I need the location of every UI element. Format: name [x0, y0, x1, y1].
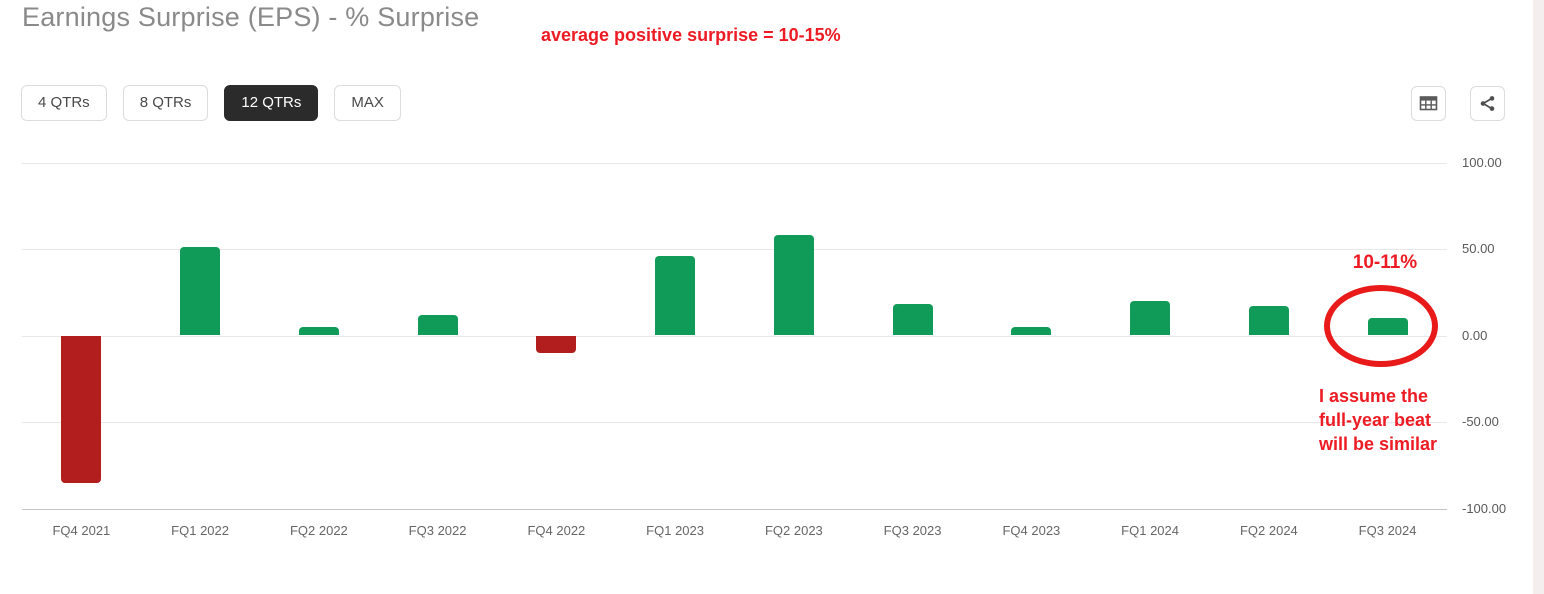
bar-fq1-2023[interactable] [655, 255, 696, 336]
x-label-fq1-2023: FQ1 2023 [646, 523, 704, 538]
x-label-fq1-2024: FQ1 2024 [1121, 523, 1179, 538]
gridline-100 [22, 162, 1447, 164]
x-label-fq2-2023: FQ2 2023 [764, 523, 823, 538]
y-tick-label: -100.00 [1462, 500, 1507, 516]
share-icon [1479, 95, 1496, 112]
bar-fq3-2022[interactable] [417, 314, 458, 336]
bar-fq2-2024[interactable] [1248, 306, 1289, 336]
x-label-fq2-2024: FQ2 2024 [1239, 523, 1298, 538]
range-button-max[interactable]: MAX [334, 85, 401, 121]
bar-fq3-2023[interactable] [892, 304, 933, 336]
share-button[interactable] [1470, 85, 1505, 121]
annotation-circle [1324, 285, 1438, 367]
x-label-fq3-2022: FQ3 2022 [408, 523, 467, 538]
x-label-fq4-2021: FQ4 2021 [52, 523, 111, 538]
page-title: Earnings Surprise (EPS) - % Surprise [22, 2, 480, 32]
chart-toolbar: 4 QTRs 8 QTRs 12 QTRs MAX [21, 85, 1505, 121]
x-label-fq3-2023: FQ3 2023 [883, 523, 942, 538]
gridline-50 [22, 249, 1447, 250]
annotation-last-bar-value: 10-11% [1352, 252, 1418, 273]
bar-fq2-2023[interactable] [773, 235, 814, 336]
y-tick-label: 50.00 [1462, 241, 1495, 256]
range-button-group: 4 QTRs 8 QTRs 12 QTRs MAX [21, 85, 401, 121]
y-tick-label: -50.00 [1462, 414, 1499, 429]
scrollbar-track[interactable] [1533, 0, 1544, 594]
annotation-average-surprise: average positive surprise = 10-15% [541, 25, 841, 45]
table-view-button[interactable] [1411, 85, 1446, 121]
range-button-8-qtrs[interactable]: 8 QTRs [122, 85, 209, 121]
range-button-4-qtrs[interactable]: 4 QTRs [21, 85, 107, 121]
bar-fq4-2022[interactable] [536, 335, 577, 353]
bar-fq1-2024[interactable] [1130, 300, 1171, 336]
x-label-fq1-2022: FQ1 2022 [171, 523, 229, 538]
x-label-fq4-2023: FQ4 2023 [1002, 523, 1061, 538]
x-label-fq2-2022: FQ2 2022 [289, 523, 348, 538]
gridline-0 [22, 335, 1447, 337]
annotation-side-note: I assume the full-year beat will be simi… [1319, 386, 1438, 454]
gridline--100 [22, 508, 1447, 510]
bar-fq4-2023[interactable] [1011, 326, 1052, 336]
gridline--50 [22, 422, 1447, 423]
bar-fq2-2022[interactable] [298, 326, 339, 336]
x-label-fq3-2024: FQ3 2024 [1358, 523, 1417, 538]
y-tick-label: 100.00 [1462, 154, 1502, 170]
x-label-fq4-2022: FQ4 2022 [527, 523, 586, 538]
icon-button-group [1411, 85, 1505, 121]
bar-fq1-2022[interactable] [180, 247, 221, 336]
y-tick-label: 0.00 [1462, 327, 1488, 343]
bar-fq4-2021[interactable] [61, 335, 102, 483]
table-view-icon [1419, 95, 1438, 112]
range-button-12-qtrs[interactable]: 12 QTRs [224, 85, 319, 121]
